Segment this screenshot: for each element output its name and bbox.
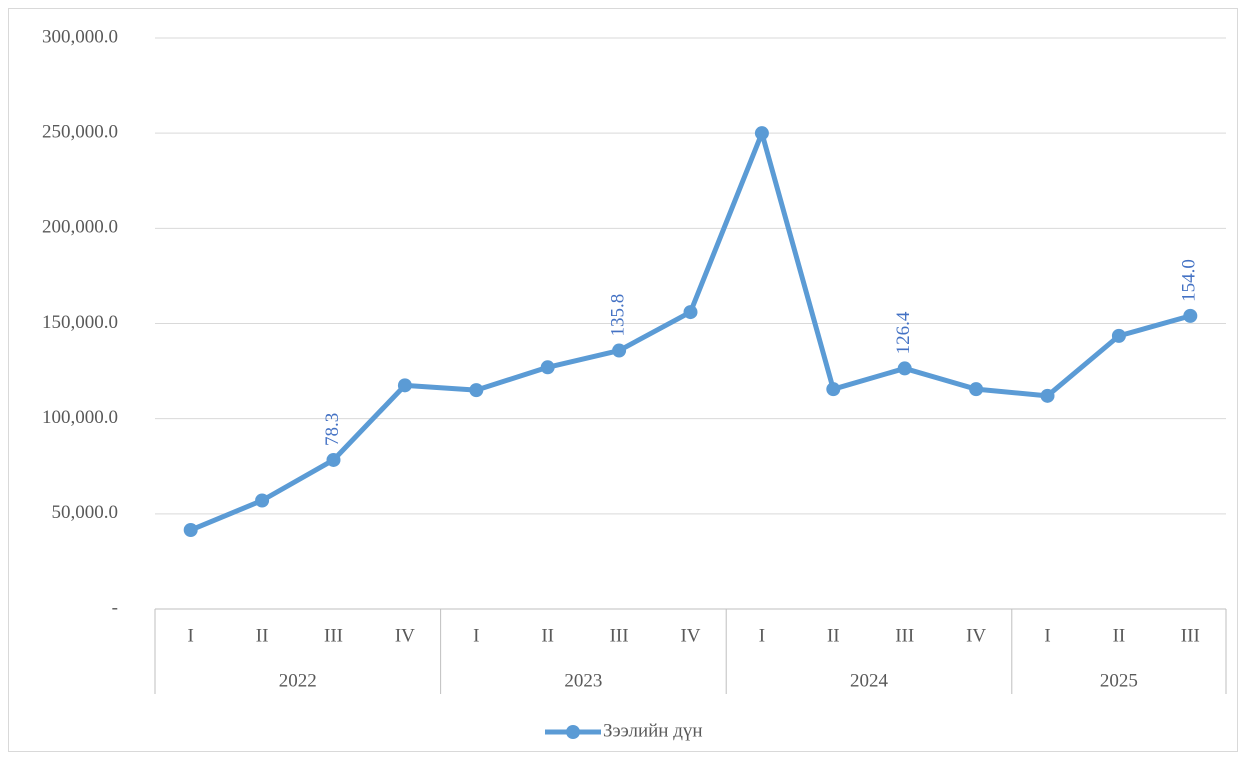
marker (255, 493, 270, 508)
marker (540, 360, 555, 375)
x-tick-label: I (473, 625, 479, 646)
marker (754, 126, 769, 141)
data-label: 135.8 (607, 294, 628, 337)
data-label: 126.4 (893, 311, 914, 354)
marker (326, 452, 341, 467)
x-group-label: 2023 (564, 670, 602, 691)
marker (683, 305, 698, 320)
legend-marker (566, 725, 580, 739)
y-tick-label: 150,000.0 (42, 312, 118, 333)
x-tick-label: IV (680, 625, 700, 646)
x-tick-label: IV (966, 625, 986, 646)
marker (612, 343, 627, 358)
marker (897, 361, 912, 376)
y-tick-label: 250,000.0 (42, 122, 118, 143)
x-tick-label: III (610, 625, 629, 646)
marker (469, 383, 484, 398)
marker (826, 382, 841, 397)
y-tick-label: 300,000.0 (42, 26, 118, 47)
x-tick-label: III (324, 625, 343, 646)
x-tick-label: II (541, 625, 554, 646)
marker (1040, 388, 1055, 403)
chart-border (8, 8, 1238, 752)
y-tick-label: 200,000.0 (42, 217, 118, 238)
y-tick-label: 50,000.0 (52, 502, 119, 523)
data-label: 78.3 (322, 413, 343, 446)
x-tick-label: II (256, 625, 269, 646)
x-tick-label: III (1181, 625, 1200, 646)
x-tick-label: III (895, 625, 914, 646)
x-tick-label: II (1113, 625, 1126, 646)
marker (1111, 328, 1126, 343)
y-tick-label: 100,000.0 (42, 407, 118, 428)
marker (183, 523, 198, 538)
x-group-label: 2022 (279, 670, 317, 691)
x-tick-label: I (759, 625, 765, 646)
x-tick-label: I (1044, 625, 1050, 646)
x-tick-label: IV (395, 625, 415, 646)
marker (1183, 308, 1198, 323)
x-group-label: 2024 (850, 670, 889, 691)
marker (397, 378, 412, 393)
legend-label: Зээлийн дүн (603, 720, 703, 741)
x-tick-label: II (827, 625, 840, 646)
data-label: 154.0 (1179, 259, 1200, 302)
y-tick-label: - (112, 597, 118, 618)
x-group-label: 2025 (1100, 670, 1138, 691)
x-tick-label: I (188, 625, 194, 646)
marker (969, 382, 984, 397)
